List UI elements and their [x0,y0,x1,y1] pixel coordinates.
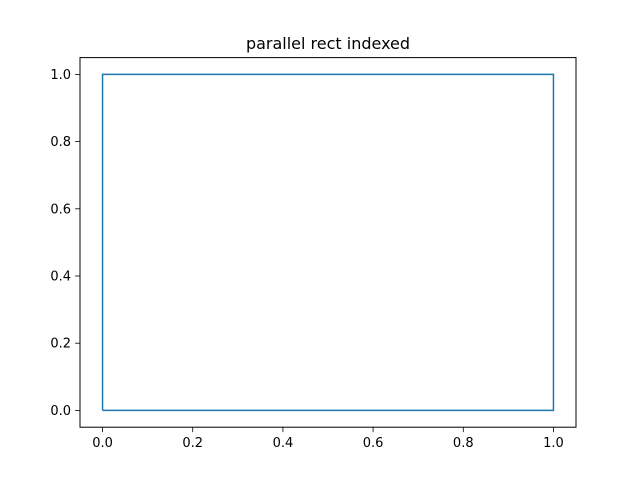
x-tick-label: 1.0 [543,436,564,451]
x-tick-label: 0.2 [182,436,203,451]
chart-title: parallel rect indexed [246,34,410,53]
x-tick-label: 0.6 [363,436,384,451]
y-axis: 0.0 0.2 0.4 0.6 0.8 1.0 [50,68,80,419]
series-line-0 [101,73,555,412]
x-axis: 0.0 0.2 0.4 0.6 0.8 1.0 [92,427,564,451]
x-tick-label: 0.8 [453,436,474,451]
y-tick-label: 0.4 [50,270,71,285]
x-tick-label: 0.4 [273,436,294,451]
y-tick-label: 1.0 [50,68,71,83]
y-tick-label: 0.8 [50,135,71,150]
axes-frame [79,57,577,428]
y-tick-label: 0.6 [50,202,71,217]
y-tick-label: 0.0 [50,404,71,419]
plot-area [101,73,555,412]
x-tick-label: 0.0 [92,436,113,451]
y-tick-label: 0.2 [50,337,71,352]
